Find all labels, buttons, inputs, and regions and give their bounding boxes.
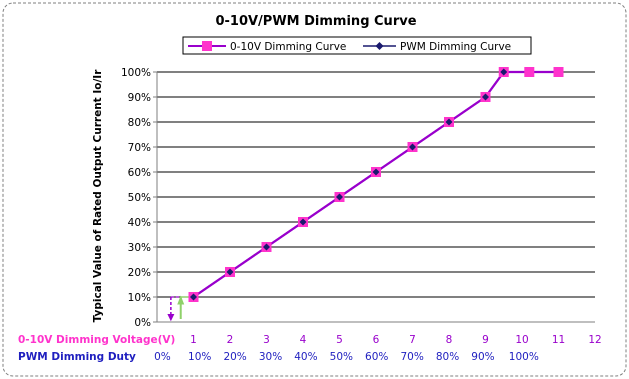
y-tick-labels: 0% 10% 20% 30% 40% 50% 60% 70% 80% 90% 100% [121,67,151,329]
y-tick-label: 30% [128,242,151,254]
y-tick-label: 10% [128,292,151,304]
duty-tick-label: 80% [436,351,459,363]
duty-tick-label: 50% [330,351,353,363]
series [188,67,564,302]
purple-arrowhead [167,314,175,322]
voltage-tick-label: 12 [588,334,601,346]
y-tick-label: 50% [128,192,151,204]
pwm-point [336,193,343,201]
voltage-row-label: 0-10V Dimming Voltage(V) [18,334,175,346]
voltage-tick-label: 11 [552,334,565,346]
green-arrowhead [177,295,185,305]
y-axis-label: Typical Value of Rated Output Current Io… [92,69,104,323]
duty-tick-label: 100% [509,351,539,363]
voltage-tick-label: 3 [263,334,270,346]
legend-label-pwm: PWM Dimming Curve [400,41,511,53]
y-tick-label: 60% [128,167,151,179]
pwm-point [500,68,508,76]
duty-tick-label: 0% [154,351,171,363]
legend-marker-pwm [375,42,384,50]
legend-box [182,36,532,55]
voltage-tick-labels: 1 2 3 4 5 6 7 8 9 10 11 12 [190,334,602,346]
chart-title: 0-10V/PWM Dimming Curve [215,14,416,29]
duty-tick-label: 60% [365,351,388,363]
duty-tick-label: 10% [188,351,211,363]
pwm-point [263,243,270,251]
y-tick-label: 40% [128,217,151,229]
duty-tick-labels: 0% 10% 20% 30% 40% 50% 60% 70% 80% 90% 100% [154,351,539,363]
y-tick-label: 0% [134,317,151,329]
voltage-point [553,67,564,77]
pwm-point [372,168,380,176]
y-tick-label: 100% [121,67,151,79]
legend: 0-10V Dimming Curve PWM Dimming Curve [182,36,532,55]
pwm-point [409,143,416,151]
legend-label-voltage: 0-10V Dimming Curve [230,41,346,53]
pwm-point [482,93,489,101]
pwm-point [299,218,307,226]
duty-row-label: PWM Dimming Duty [18,351,136,363]
pwm-point [190,293,197,301]
axes [153,71,595,323]
duty-tick-label: 40% [294,351,317,363]
voltage-tick-label: 2 [227,334,234,346]
legend-marker-voltage [202,41,212,51]
voltage-tick-label: 9 [482,334,489,346]
voltage-point [524,67,535,77]
y-tick-label: 20% [128,267,151,279]
y-tick-label: 90% [128,92,151,104]
pwm-point [226,268,234,276]
duty-tick-label: 30% [259,351,282,363]
y-tick-label: 80% [128,117,151,129]
voltage-tick-label: 4 [300,334,307,346]
voltage-tick-label: 10 [515,334,528,346]
voltage-tick-label: 6 [373,334,380,346]
voltage-tick-label: 7 [409,334,416,346]
duty-tick-label: 90% [471,351,494,363]
grid-lines [157,71,595,298]
y-tick-label: 70% [128,142,151,154]
duty-tick-label: 20% [223,351,246,363]
voltage-tick-label: 1 [190,334,197,346]
voltage-tick-label: 8 [446,334,453,346]
pwm-point [445,118,453,126]
duty-tick-label: 70% [400,351,423,363]
voltage-tick-label: 5 [336,334,343,346]
pwm-series-line [192,71,505,298]
